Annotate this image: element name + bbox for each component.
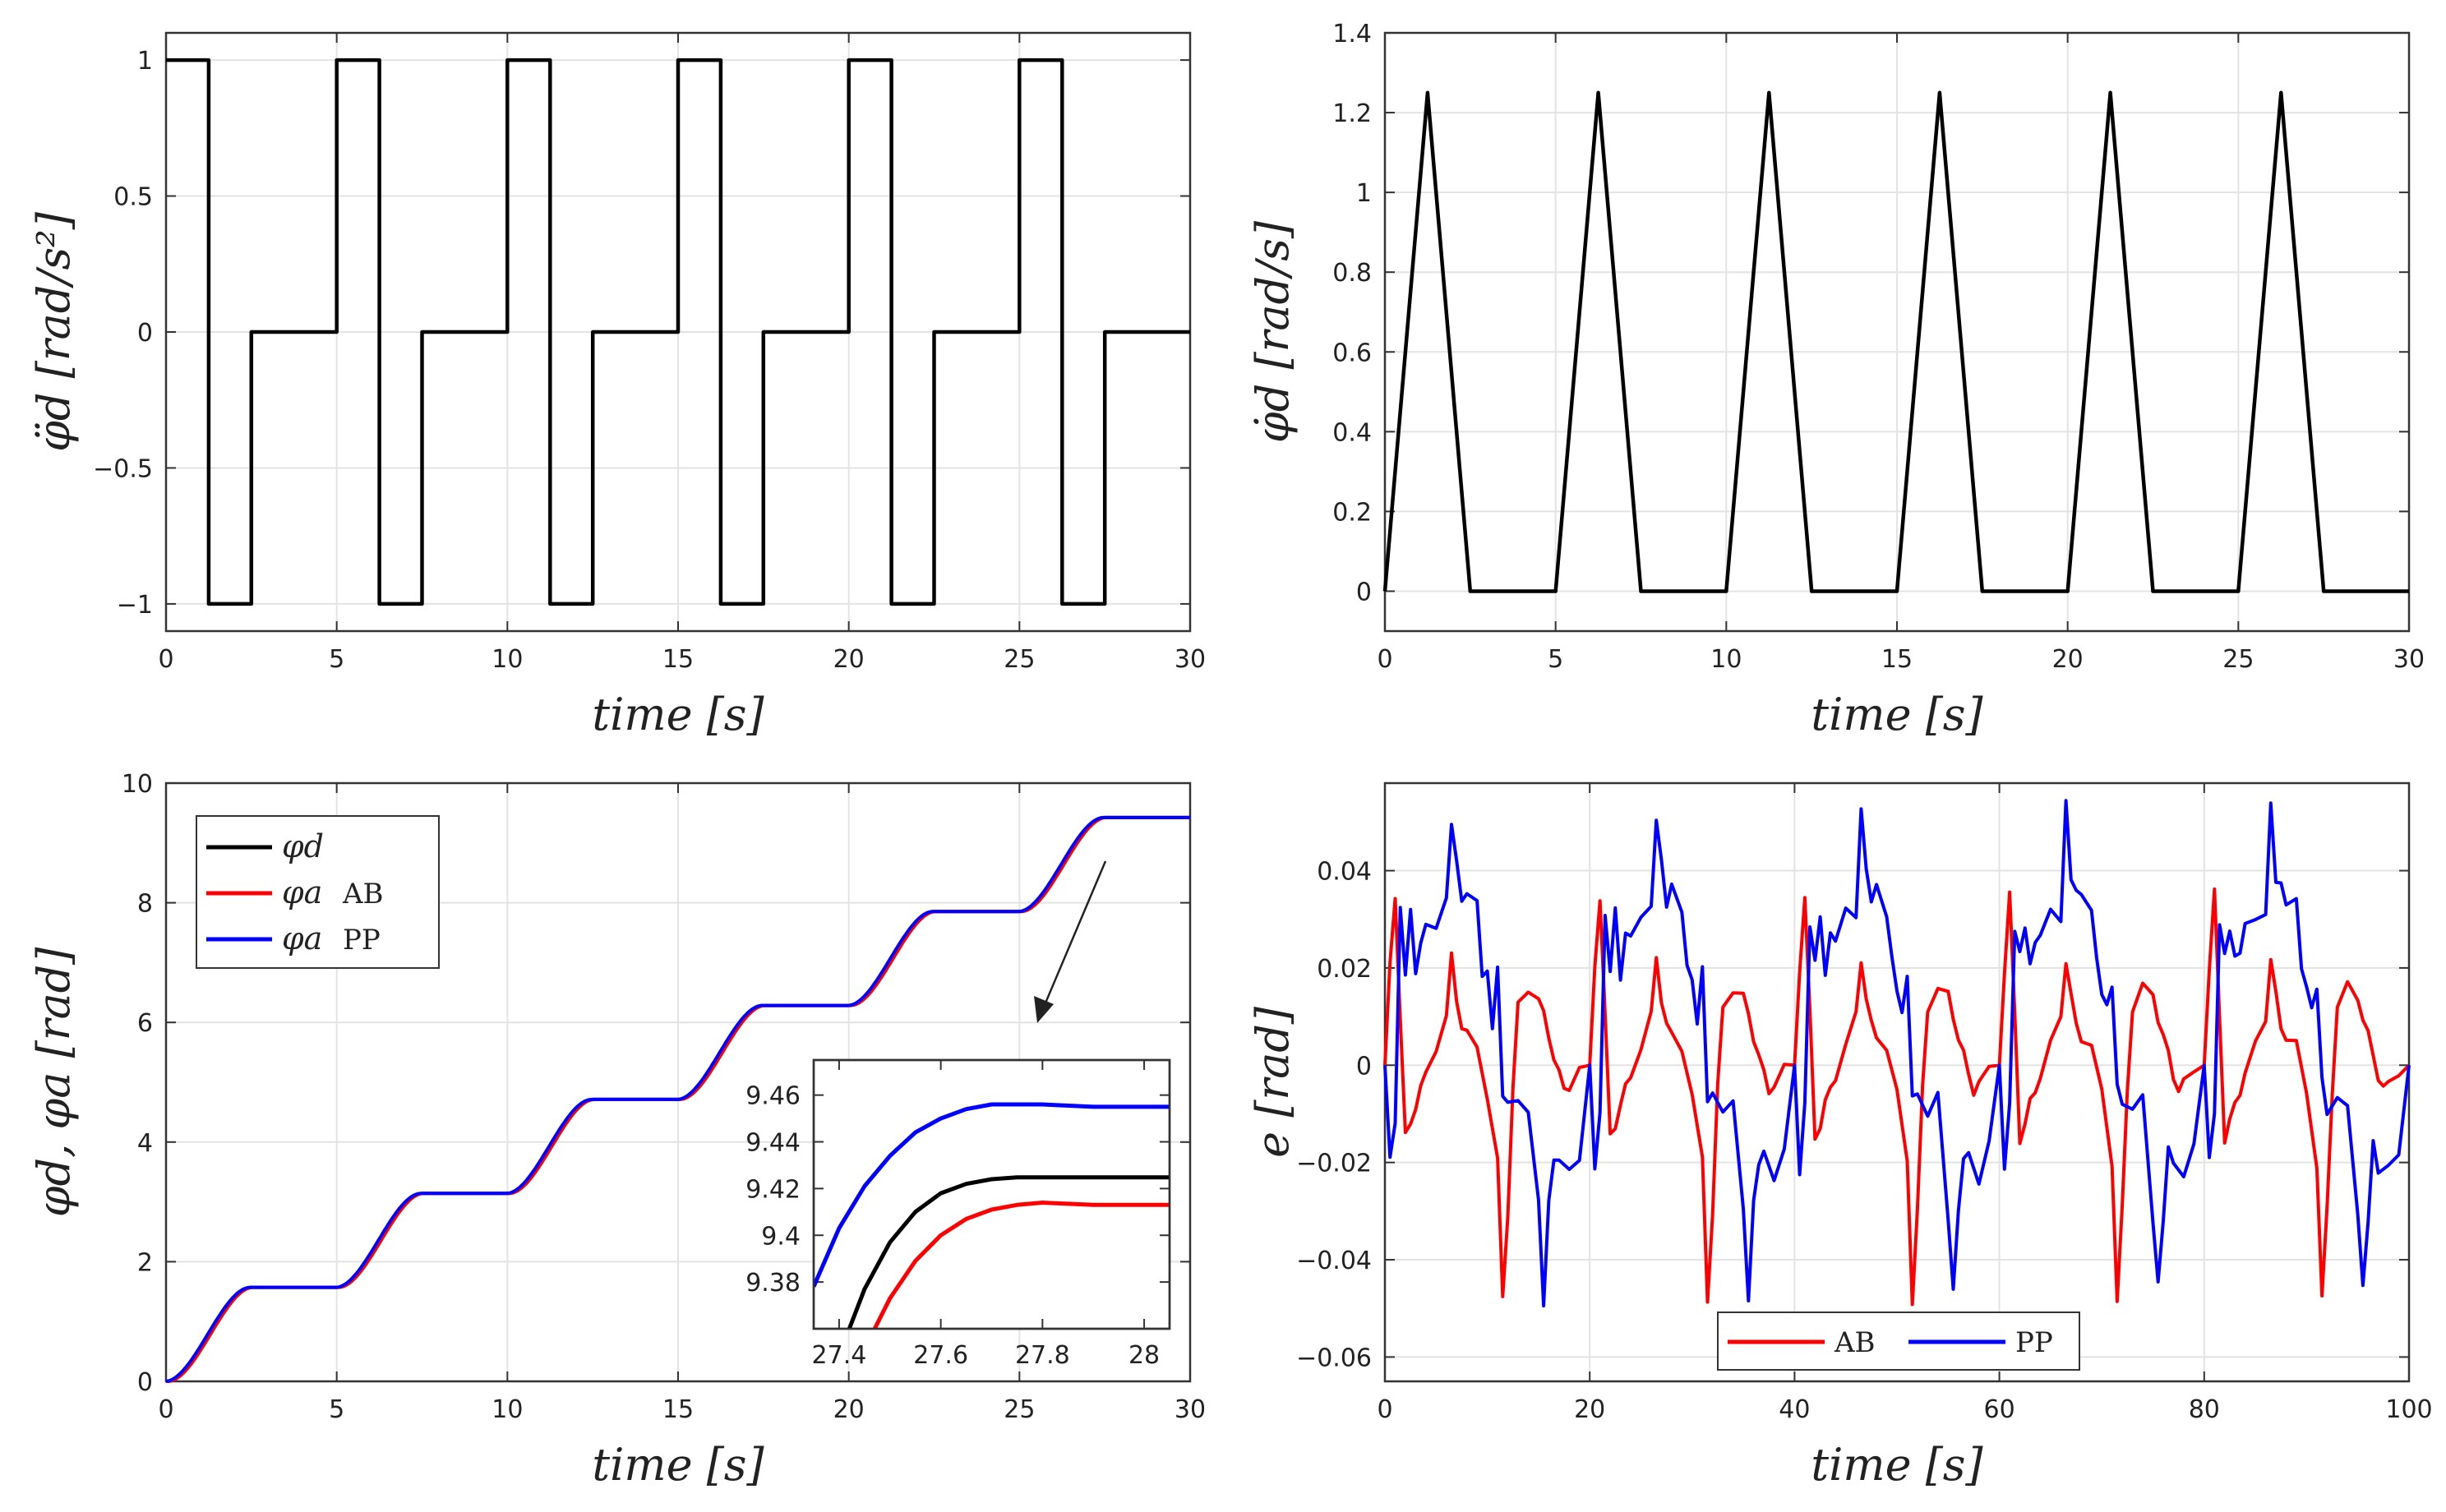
x-tick-label: 15 (662, 1395, 694, 1424)
y-tick-label: 9.38 (745, 1269, 801, 1298)
y-tick-label: 1 (137, 47, 153, 76)
x-tick-label: 40 (1779, 1395, 1810, 1424)
legend-label: AB (1834, 1326, 1876, 1359)
x-tick-label: 100 (2385, 1395, 2432, 1424)
y-tick-label: 9.4 (761, 1222, 801, 1251)
y-axis-label: e [rad] (1247, 1006, 1299, 1158)
y-tick-label: 0 (137, 1368, 153, 1397)
inset-series-line (847, 1175, 1170, 1329)
y-axis-label: φ̈d [rad/s²] (28, 211, 80, 452)
y-tick-label: 0 (1356, 1052, 1372, 1081)
series-line-err (1383, 799, 2411, 1308)
x-tick-label: 80 (2189, 1395, 2220, 1424)
inset-series-line (814, 1102, 1170, 1288)
series-line-acc (166, 58, 1190, 606)
x-tick-label: 0 (1377, 1395, 1392, 1424)
y-tick-label: 6 (137, 1009, 153, 1038)
y-tick-label: 0.4 (1332, 418, 1372, 447)
x-axis-label: time [s] (1811, 1439, 1983, 1491)
y-tick-label: 0 (1356, 578, 1372, 606)
legend-label: PP (343, 924, 381, 957)
series-line-pos (165, 815, 1191, 1383)
panel-error: 0 20 40 60 80 100 −0.06 −0.04 −0.02 0 0.02 0.04 AB PP… (1247, 781, 2433, 1491)
y-tick-label: 9.42 (745, 1175, 801, 1204)
x-tick-label: 20 (833, 1395, 865, 1424)
x-tick-label: 15 (1881, 645, 1913, 674)
axes-frame (1383, 31, 2411, 633)
x-tick-label: 5 (1548, 645, 1563, 674)
x-tick-label: 25 (2222, 645, 2254, 674)
y-tick-label: 0.02 (1317, 955, 1372, 984)
x-tick-label: 20 (833, 645, 865, 674)
legend-label: AB (342, 878, 384, 910)
x-tick-label: 27.4 (812, 1341, 867, 1370)
y-tick-label: 0.6 (1332, 339, 1372, 367)
legend-symbol: φd (282, 828, 324, 864)
y-tick-label: 10 (122, 770, 153, 799)
x-tick-label: 15 (662, 645, 694, 674)
y-tick-label: −0.06 (1296, 1344, 1372, 1372)
x-axis-label: time [s] (1811, 689, 1983, 740)
inset-frame (812, 1058, 1171, 1330)
x-tick-label: 5 (329, 645, 344, 674)
y-tick-label: 9.44 (745, 1129, 801, 1158)
y-tick-label: 0.2 (1332, 498, 1372, 527)
y-tick-label: 9.46 (745, 1082, 801, 1111)
legend-label: PP (2015, 1326, 2053, 1359)
axes-frame (164, 781, 1192, 1383)
x-tick-label: 30 (1175, 1395, 1206, 1424)
x-tick-label: 25 (1004, 1395, 1035, 1424)
y-tick-label: 8 (137, 890, 153, 919)
y-tick-label: −0.02 (1296, 1150, 1372, 1178)
x-tick-label: 30 (2393, 645, 2425, 674)
x-tick-label: 30 (1175, 645, 1206, 674)
y-tick-label: −0.5 (93, 454, 153, 483)
zoom-arrow-head (1034, 996, 1054, 1023)
x-tick-label: 0 (158, 1395, 173, 1424)
x-tick-label: 20 (2052, 645, 2084, 674)
legend-symbol: φa (282, 874, 322, 910)
x-tick-label: 28 (1128, 1341, 1160, 1370)
zoom-arrow (1041, 860, 1107, 1012)
inset-series-line (872, 1201, 1170, 1329)
y-tick-label: 1.2 (1332, 99, 1372, 128)
series-line-err (1383, 887, 2411, 1307)
x-tick-label: 60 (1984, 1395, 2015, 1424)
x-tick-label: 0 (158, 645, 173, 674)
x-tick-label: 27.8 (1015, 1341, 1070, 1370)
x-tick-label: 25 (1004, 645, 1035, 674)
y-tick-label: 0 (137, 319, 153, 348)
x-tick-label: 5 (329, 1395, 344, 1424)
inset-series-group (814, 1102, 1170, 1329)
y-tick-label: −0.04 (1296, 1247, 1372, 1275)
panel-velocity: 0 5 10 15 20 25 30 0 0.2 0.4 0.6 0.8 1 1.2 1.4 time [s]… (1247, 20, 2425, 740)
panel-position: 0 5 10 15 20 25 30 0 2 4 6 8 10 φd φa AB φa PP time [s] φd,… (28, 770, 1206, 1491)
x-tick-label: 10 (492, 645, 523, 674)
x-axis-label: time [s] (592, 1439, 764, 1491)
x-tick-label: 0 (1377, 645, 1392, 674)
y-tick-label: 4 (137, 1129, 153, 1158)
y-axis-label: φ̇d [rad/s] (1247, 220, 1299, 443)
y-tick-label: 2 (137, 1248, 153, 1277)
panel-acceleration: 0 5 10 15 20 25 30 −1 −0.5 0 0.5 1 time [s] φ̈d [rad/… (28, 31, 1206, 740)
series-line-vel (1382, 90, 2409, 593)
y-tick-label: −1 (117, 591, 153, 620)
x-tick-label: 10 (492, 1395, 523, 1424)
plot-area (1385, 783, 2409, 1381)
y-tick-label: 0.04 (1317, 858, 1372, 887)
x-axis-label: time [s] (592, 689, 764, 740)
y-axis-label: φd, φa [rad] (28, 947, 80, 1218)
x-tick-label: 20 (1574, 1395, 1605, 1424)
x-tick-label: 10 (1710, 645, 1742, 674)
y-tick-label: 0.8 (1332, 259, 1372, 288)
x-tick-label: 27.6 (913, 1341, 968, 1370)
y-tick-label: 1.4 (1332, 20, 1372, 48)
legend-symbol: φa (282, 920, 322, 957)
y-tick-label: 0.5 (113, 183, 153, 212)
y-tick-label: 1 (1356, 179, 1372, 208)
